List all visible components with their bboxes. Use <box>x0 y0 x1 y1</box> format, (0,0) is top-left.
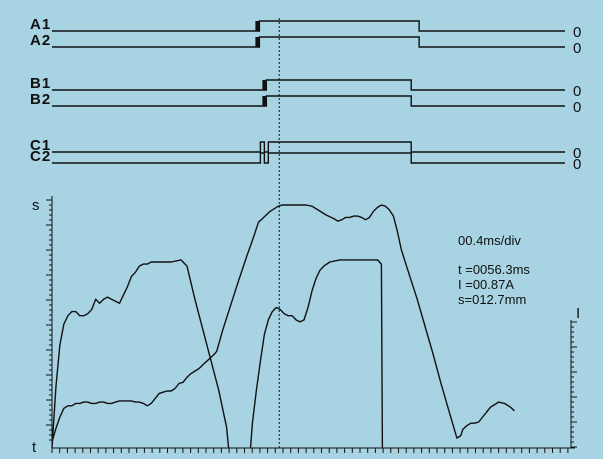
channel-label: A1 <box>30 16 51 33</box>
channel-label: B1 <box>30 75 51 92</box>
current-readout: I =00.87A <box>458 277 514 292</box>
channel-glitch <box>262 96 267 106</box>
channel-label: A2 <box>30 32 51 49</box>
channel-glitch <box>262 80 267 90</box>
channel-zero-label: 0 <box>573 24 581 41</box>
analog-axes: s It <box>32 196 580 456</box>
channel-glitch <box>255 37 260 47</box>
channel-trace <box>52 36 565 48</box>
channel-trace <box>52 79 565 91</box>
right-axis-label: I <box>576 305 580 322</box>
channel-zero-label: 0 <box>573 99 581 116</box>
channel-glitch <box>255 21 260 31</box>
series-I-trace <box>51 259 384 449</box>
left-axis-label: s <box>32 197 40 214</box>
analog-traces <box>51 204 515 449</box>
channel-trace <box>52 152 565 164</box>
digital-channels: A1 0 A2 0 B1 0 B2 0 C1 0 C2 0 <box>30 16 581 173</box>
time-readout: t =0056.3ms <box>458 262 530 277</box>
timebase-readout: 00.4ms/div <box>458 233 521 248</box>
channel-label: B2 <box>30 91 51 108</box>
channel-zero-label: 0 <box>573 83 581 100</box>
channel-zero-label: 0 <box>573 40 581 57</box>
channel-trace <box>52 95 565 107</box>
channel-zero-label: 0 <box>573 145 581 162</box>
time-axis-label: t <box>32 439 37 454</box>
series-s-trace <box>51 204 515 442</box>
channel-trace <box>52 20 565 32</box>
channel-label: C2 <box>30 148 51 165</box>
channel-label: C1 <box>30 137 51 154</box>
channel-zero-label: 0 <box>573 156 581 173</box>
channel-trace <box>52 141 565 153</box>
stroke-readout: s=012.7mm <box>458 292 526 307</box>
